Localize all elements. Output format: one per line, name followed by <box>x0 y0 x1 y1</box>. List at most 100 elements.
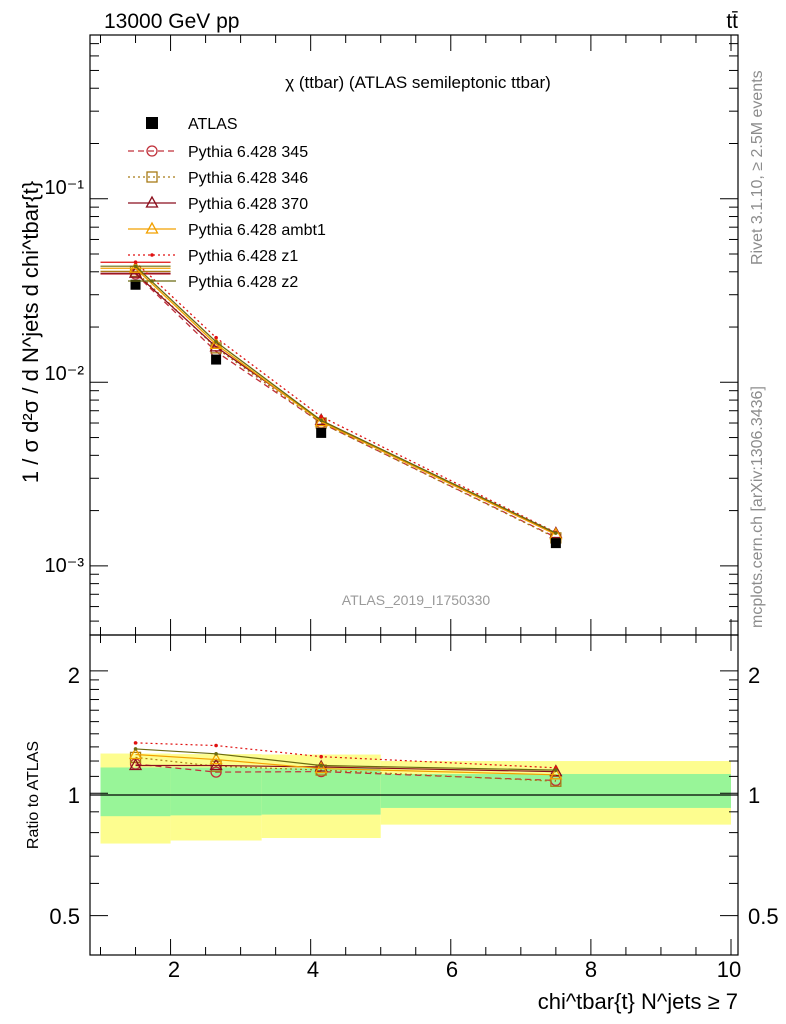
legend-label-5: Pythia 6.428 z2 <box>188 274 298 291</box>
series-point-5-1 <box>214 340 218 344</box>
ratio-point-3-0 <box>128 747 143 760</box>
ratio-tick-label-right-0.5: 0.5 <box>748 904 779 929</box>
series-2 <box>100 265 563 539</box>
legend-label-atlas: ATLAS <box>188 116 238 133</box>
series-0 <box>100 268 562 543</box>
ratio-band-green-2 <box>261 768 381 815</box>
legend-marker-0 <box>146 145 158 157</box>
x-tick-labels: 2 4 6 8 10 <box>168 957 741 982</box>
ratio-line-2 <box>135 764 556 773</box>
legend-marker-1 <box>146 171 158 183</box>
ratio-band-green-3 <box>380 773 731 808</box>
atlas-point-0 <box>130 279 141 290</box>
ratio-point-5-1 <box>214 752 218 756</box>
main-y-tick-labels: 10⁻¹ 10⁻² 10⁻³ <box>45 177 85 577</box>
atlas-point-2 <box>316 427 327 438</box>
series-point-3-0 <box>128 260 143 273</box>
ratio-point-2-0 <box>128 758 143 771</box>
series-line-1 <box>135 270 557 539</box>
main-y-axis-label: 1 / σ d²σ / d N^jets d chi^tbar{t} <box>18 181 43 483</box>
ratio-line-1 <box>135 756 556 782</box>
x-tick-label-8: 8 <box>585 957 597 982</box>
ratio-line-0 <box>135 763 556 782</box>
x-tick-label-6: 6 <box>446 957 458 982</box>
ratio-point-1-1 <box>210 760 222 772</box>
ratio-line-5 <box>135 748 556 771</box>
ratio-series-5 <box>133 747 558 772</box>
ratio-point-5-0 <box>133 747 138 751</box>
ratio-tick-label-0.5: 0.5 <box>49 904 80 929</box>
atlas-point-1 <box>211 354 222 365</box>
legend-label-3: Pythia 6.428 ambt1 <box>188 222 326 239</box>
ratio-line-4 <box>135 742 556 769</box>
ratio-line-3 <box>135 753 556 776</box>
ratio-series-3 <box>128 747 563 780</box>
series-line-2 <box>135 272 557 535</box>
legend-entry-2: Pythia 6.428 370 <box>128 195 308 213</box>
legend-entry-4: Pythia 6.428 z1 <box>128 248 298 265</box>
process-label: tt̄ <box>726 10 738 33</box>
series-line-0 <box>135 273 557 538</box>
series-line-5 <box>135 265 557 534</box>
y-tick-label-1e-2: 10⁻² <box>45 363 85 385</box>
y-tick-label-1e-3: 10⁻³ <box>45 555 85 577</box>
series-line-3 <box>135 267 557 536</box>
plot-title: χ (ttbar) (ATLAS semileptonic ttbar) <box>285 73 551 92</box>
series-3 <box>100 260 563 540</box>
series-4 <box>100 260 558 535</box>
legend-marker-atlas <box>146 117 158 129</box>
ratio-y-axis-label: Ratio to ATLAS <box>25 741 42 849</box>
series-point-5-2 <box>319 418 323 423</box>
legend-label-0: Pythia 6.428 345 <box>188 144 308 161</box>
legend-entry-0: Pythia 6.428 345 <box>128 144 308 161</box>
ratio-y-tick-labels: 2 1 0.5 2 1 0.5 <box>49 663 778 929</box>
ratio-point-3-2 <box>314 761 328 774</box>
ratio-point-2-1 <box>209 758 223 771</box>
legend-entry-3: Pythia 6.428 ambt1 <box>128 221 326 239</box>
rivet-version-label: Rivet 3.1.10, ≥ 2.5M events <box>749 70 766 265</box>
x-tick-label-2: 2 <box>168 957 180 982</box>
legend-label-1: Pythia 6.428 346 <box>188 170 308 187</box>
series-line-4 <box>135 261 557 534</box>
series-point-4-2 <box>319 414 323 419</box>
atlas-point-3 <box>550 538 561 549</box>
ratio-point-3-1 <box>209 752 223 765</box>
energy-label: 13000 GeV pp <box>104 10 239 33</box>
main-series-layer <box>100 260 563 549</box>
legend-label-2: Pythia 6.428 370 <box>188 196 308 213</box>
x-tick-label-10: 10 <box>717 957 741 982</box>
legend-label-4: Pythia 6.428 z1 <box>188 248 298 265</box>
ratio-point-0-1 <box>210 766 222 778</box>
ratio-band-green-1 <box>170 767 262 816</box>
series-5 <box>100 264 558 535</box>
series-point-4-1 <box>214 335 218 340</box>
y-tick-label-1e-1: 10⁻¹ <box>45 177 85 199</box>
ratio-tick-label-1: 1 <box>68 783 80 808</box>
x-axis-label: chi^tbar{t} N^jets ≥ 7 <box>538 989 738 1014</box>
ratio-tick-label-right-1: 1 <box>748 783 760 808</box>
series-point-5-3 <box>554 531 558 535</box>
ratio-point-3-3 <box>549 767 563 780</box>
ratio-point-4-0 <box>133 741 138 745</box>
legend-marker-2 <box>145 195 159 208</box>
ratio-point-5-3 <box>554 768 558 772</box>
ratio-band-green-0 <box>100 767 171 817</box>
ratio-point-2-3 <box>549 764 563 777</box>
x-tick-label-4: 4 <box>307 957 319 982</box>
ratio-series-layer <box>128 741 563 787</box>
analysis-id: ATLAS_2019_I1750330 <box>342 592 491 608</box>
ratio-point-4-2 <box>319 754 323 759</box>
ratio-point-5-2 <box>319 763 323 768</box>
legend-entry-5: Pythia 6.428 z2 <box>128 274 298 291</box>
legend-marker-4 <box>150 253 154 257</box>
ratio-tick-label-2: 2 <box>68 663 80 688</box>
ratio-point-4-1 <box>214 743 218 748</box>
series-1 <box>100 265 562 544</box>
axis-ticks <box>90 35 738 955</box>
legend-marker-3 <box>145 221 159 234</box>
series-point-3-2 <box>314 414 328 427</box>
ratio-tick-label-right-2: 2 <box>748 663 760 688</box>
legend-entry-1: Pythia 6.428 346 <box>128 170 308 187</box>
legend-entries: Pythia 6.428 345 Pythia 6.428 346 Pythia 6… <box>128 144 326 291</box>
